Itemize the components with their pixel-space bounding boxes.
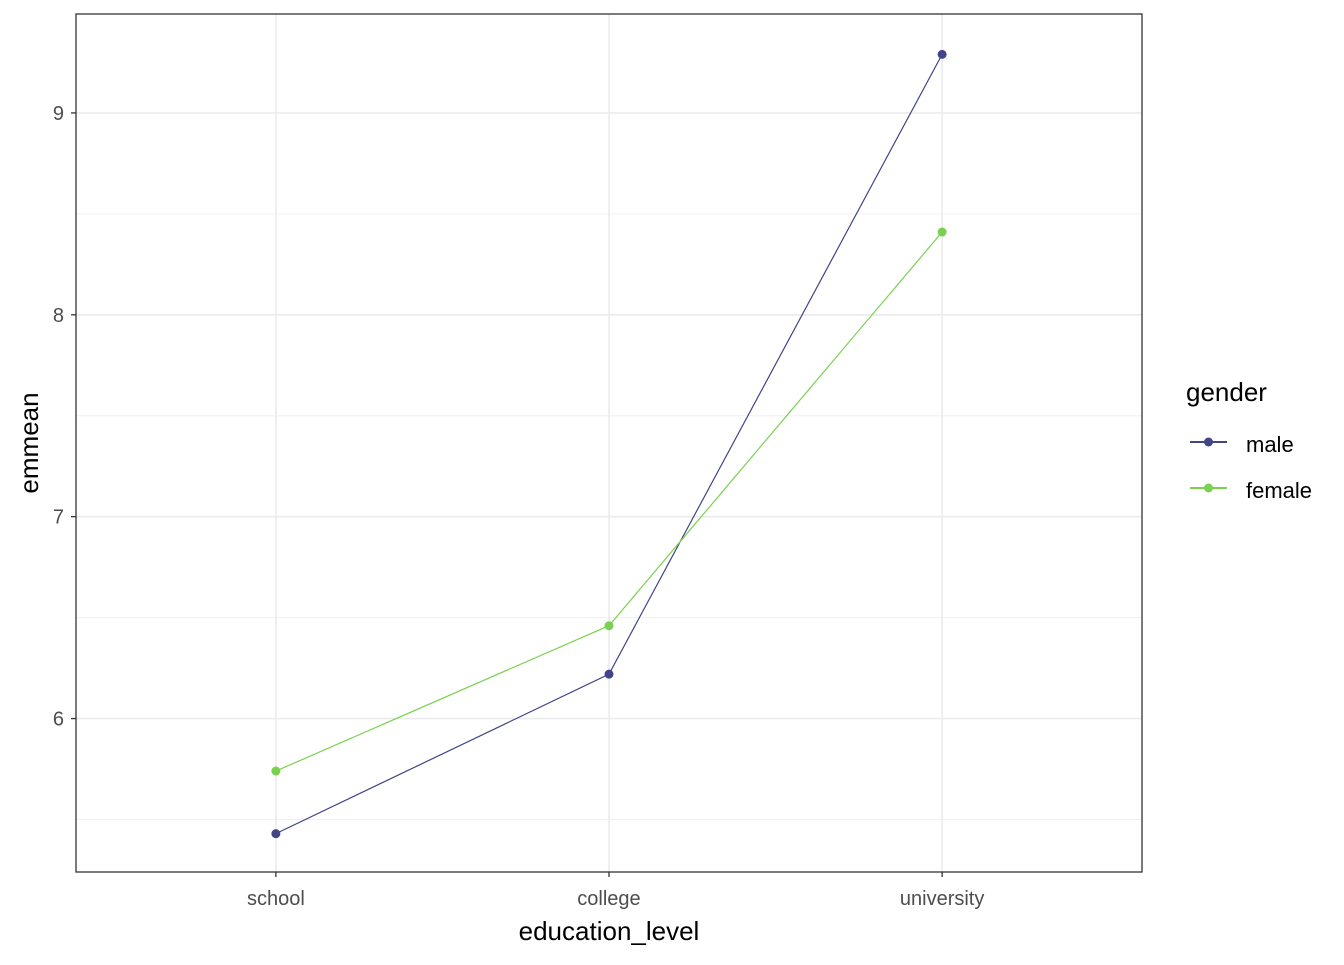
series-lines bbox=[271, 49, 947, 839]
data-point-male bbox=[271, 829, 281, 839]
axes: 6 7 8 9 school college university bbox=[53, 103, 984, 910]
x-tick-label: school bbox=[247, 888, 305, 910]
data-point-male bbox=[604, 669, 614, 679]
grid bbox=[76, 14, 1142, 872]
y-tick-label: 9 bbox=[53, 103, 64, 125]
y-tick-label: 8 bbox=[53, 305, 64, 327]
y-tick-label: 6 bbox=[53, 709, 64, 731]
y-axis-title: emmean bbox=[14, 392, 44, 493]
x-tick-label: college bbox=[577, 888, 640, 910]
data-point-female bbox=[271, 766, 281, 776]
x-axis-title: education_level bbox=[519, 916, 700, 946]
legend-title: gender bbox=[1186, 377, 1267, 407]
x-tick-label: university bbox=[900, 888, 984, 910]
legend: gender male female bbox=[1186, 377, 1312, 503]
y-tick-label: 7 bbox=[53, 507, 64, 529]
legend-key-point bbox=[1204, 483, 1213, 493]
legend-label: female bbox=[1246, 478, 1312, 503]
legend-key-point bbox=[1204, 437, 1213, 447]
data-point-female bbox=[604, 621, 614, 631]
data-point-male bbox=[937, 49, 947, 59]
legend-label: male bbox=[1246, 432, 1294, 457]
data-point-female bbox=[937, 227, 947, 237]
